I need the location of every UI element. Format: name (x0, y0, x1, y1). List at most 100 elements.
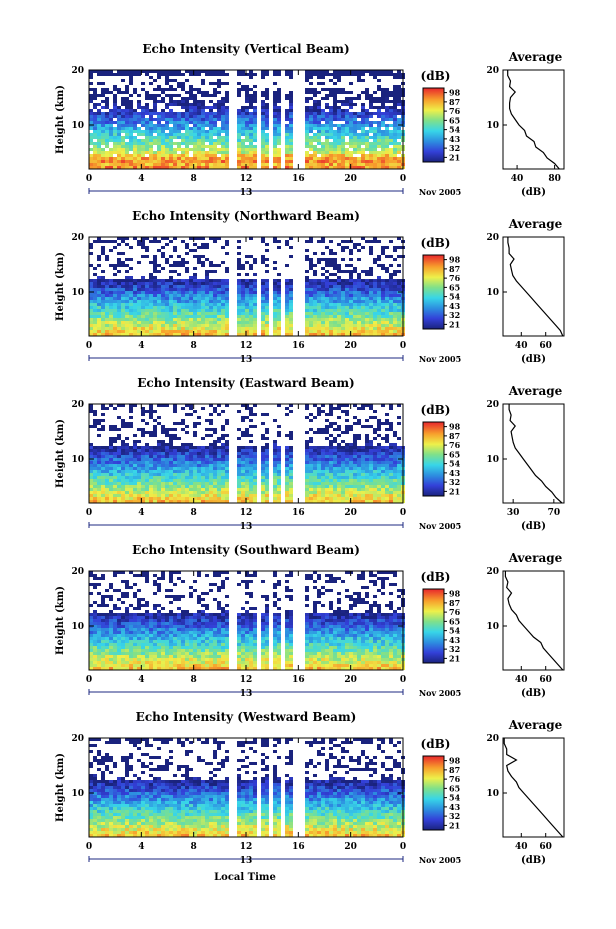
heatmap-cell (121, 97, 125, 100)
heatmap-cell (385, 267, 389, 270)
heatmap-cell (221, 467, 225, 470)
heatmap-cell (253, 446, 257, 449)
heatmap-cell (373, 91, 377, 94)
heatmap-cell (117, 288, 121, 291)
heatmap-cell (105, 312, 109, 315)
heatmap-cell (277, 121, 281, 124)
heatmap-cell (213, 312, 217, 315)
heatmap-cell (385, 324, 389, 327)
heatmap-cell (313, 109, 317, 112)
heatmap-cell (141, 497, 145, 500)
heatmap-cell (305, 88, 309, 91)
heatmap-cell (265, 243, 269, 246)
heatmap-cell (133, 279, 137, 282)
heatmap-cell (313, 157, 317, 160)
heatmap-cell (113, 407, 117, 410)
heatmap-cell (245, 312, 249, 315)
heatmap-cell (217, 139, 221, 142)
heatmap-cell (101, 157, 105, 160)
heatmap-cell (209, 464, 213, 467)
heatmap-cell (249, 130, 253, 133)
heatmap-cell (273, 82, 277, 85)
heatmap-cell (241, 279, 245, 282)
heatmap-cell (225, 306, 229, 309)
heatmap-cell (289, 255, 293, 258)
heatmap-cell (249, 103, 253, 106)
heatmap-cell (129, 464, 133, 467)
heatmap-cell (321, 464, 325, 467)
heatmap-cell (265, 109, 269, 112)
heatmap-cell (317, 485, 321, 488)
heatmap-cell (161, 315, 165, 318)
heatmap-cell (209, 309, 213, 312)
heatmap-cell (97, 282, 101, 285)
heatmap-cell (165, 112, 169, 115)
heatmap-cell (113, 333, 117, 336)
heatmap-cell (177, 142, 181, 145)
heatmap-cell (153, 428, 157, 431)
heatmap-cell (121, 124, 125, 127)
heatmap-cells (89, 237, 405, 336)
heatmap-cell (265, 413, 269, 416)
heatmap-cell (325, 118, 329, 121)
heatmap-cell (197, 324, 201, 327)
heatmap-cell (349, 455, 353, 458)
heatmap-cell (189, 85, 193, 88)
heatmap-cell (193, 142, 197, 145)
heatmap-cell (217, 91, 221, 94)
heatmap-cell (121, 115, 125, 118)
heatmap-cell (365, 97, 369, 100)
heatmap-cell (253, 321, 257, 324)
heatmap-cell (369, 94, 373, 97)
heatmap-cell (89, 407, 93, 410)
heatmap-cell (261, 297, 265, 300)
heatmap-cell (133, 70, 137, 73)
heatmap-cell (385, 318, 389, 321)
heatmap-cell (173, 437, 177, 440)
heatmap-cell (225, 127, 229, 130)
heatmap-cell (397, 327, 401, 330)
heatmap-cell (341, 91, 345, 94)
heatmap-cell (329, 136, 333, 139)
heatmap-cell (305, 157, 309, 160)
heatmap-cell (237, 88, 241, 91)
heatmap-cell (237, 267, 241, 270)
heatmap-cell (101, 133, 105, 136)
heatmap-cell (221, 318, 225, 321)
heatmap-cell (185, 485, 189, 488)
heatmap-cell (201, 163, 205, 166)
heatmap-cell (197, 464, 201, 467)
heatmap-cell (137, 294, 141, 297)
heatmap-cell (125, 473, 129, 476)
heatmap-cell (265, 154, 269, 157)
heatmap-cell (381, 252, 385, 255)
heatmap-cell (153, 285, 157, 288)
heatmap-cell (341, 303, 345, 306)
heatmap-cell (217, 491, 221, 494)
heatmap-cell (213, 121, 217, 124)
heatmap-cell (381, 106, 385, 109)
heatmap-cell (237, 428, 241, 431)
heatmap-cell (161, 157, 165, 160)
heatmap-cell (309, 455, 313, 458)
heatmap-cell (365, 240, 369, 243)
heatmap-cell (185, 142, 189, 145)
heatmap-cell (261, 133, 265, 136)
heatmap-cell (277, 166, 281, 169)
heatmap-cell (313, 452, 317, 455)
heatmap-cell (181, 428, 185, 431)
heatmap-cell (305, 446, 309, 449)
heatmap-cell (369, 273, 373, 276)
heatmap-cell (201, 500, 205, 503)
heatmap-cell (149, 118, 153, 121)
heatmap-cell (265, 148, 269, 151)
heatmap-cell (325, 121, 329, 124)
heatmap-cell (141, 130, 145, 133)
heatmap-cell (105, 479, 109, 482)
heatmap-cell (337, 500, 341, 503)
heatmap-cell (121, 404, 125, 407)
heatmap-cell (217, 70, 221, 73)
heatmap-cell (197, 303, 201, 306)
heatmap-cell (121, 485, 125, 488)
heatmap-cell (149, 273, 153, 276)
